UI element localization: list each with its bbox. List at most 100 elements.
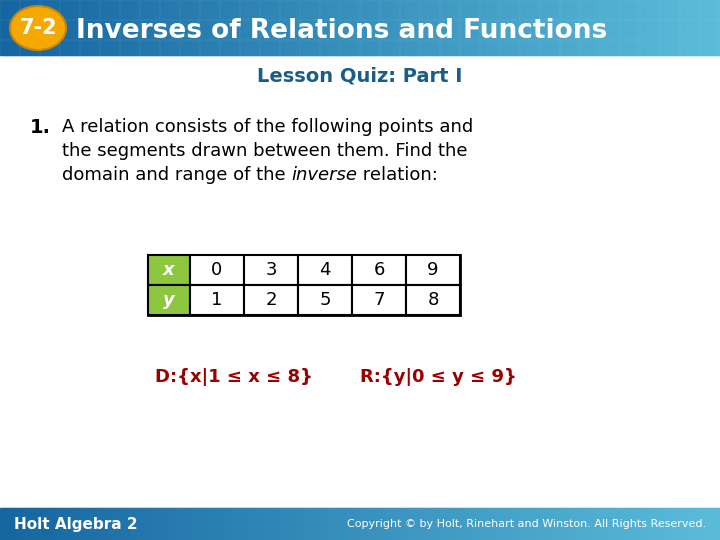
Bar <box>148 285 190 315</box>
Bar <box>293 0 296 55</box>
Bar <box>279 0 282 55</box>
Bar <box>451 508 454 540</box>
Text: 8: 8 <box>427 291 438 309</box>
Bar <box>220 0 239 19</box>
Bar <box>509 0 512 55</box>
Bar <box>619 0 623 55</box>
Bar <box>485 0 488 55</box>
Bar <box>358 508 361 540</box>
Bar <box>461 0 464 55</box>
Bar <box>648 0 652 55</box>
Bar <box>538 508 541 540</box>
Bar <box>331 0 335 55</box>
Bar <box>300 0 319 19</box>
Bar <box>444 0 447 55</box>
Bar <box>706 508 709 540</box>
Bar <box>396 0 400 55</box>
Bar <box>336 508 339 540</box>
Bar <box>189 0 193 55</box>
Bar <box>96 0 99 55</box>
Bar <box>614 508 618 540</box>
Bar <box>243 508 246 540</box>
Bar <box>135 508 138 540</box>
Text: Holt Algebra 2: Holt Algebra 2 <box>14 516 138 531</box>
Text: 7: 7 <box>373 291 384 309</box>
Bar <box>675 508 678 540</box>
Bar <box>178 0 181 55</box>
Bar <box>682 508 685 540</box>
Bar <box>192 508 195 540</box>
Bar <box>562 0 565 55</box>
Bar <box>245 508 248 540</box>
Bar <box>274 508 277 540</box>
Bar <box>290 508 294 540</box>
Bar <box>605 0 608 55</box>
Bar <box>430 0 433 55</box>
Bar <box>624 0 627 55</box>
Bar <box>269 0 272 55</box>
Bar <box>612 508 616 540</box>
Bar <box>108 508 112 540</box>
Bar <box>542 508 546 540</box>
Bar <box>100 20 119 39</box>
Bar <box>209 0 212 55</box>
Bar <box>352 285 406 315</box>
Bar <box>9 0 13 55</box>
Bar <box>322 508 325 540</box>
Bar <box>400 20 419 39</box>
Bar <box>34 0 37 55</box>
Bar <box>640 0 659 19</box>
Bar <box>482 0 486 55</box>
Bar <box>540 20 559 39</box>
Bar <box>38 0 42 55</box>
Bar <box>432 0 436 55</box>
Bar <box>434 0 438 55</box>
Bar <box>384 508 387 540</box>
Bar <box>660 20 679 39</box>
Bar <box>504 508 508 540</box>
Bar <box>531 508 534 540</box>
Bar <box>295 508 299 540</box>
Bar <box>320 0 339 19</box>
Bar <box>99 508 102 540</box>
Bar <box>437 0 440 55</box>
Text: 1: 1 <box>211 291 222 309</box>
Bar <box>190 285 244 315</box>
Bar <box>552 508 555 540</box>
Bar <box>211 508 215 540</box>
Bar <box>27 0 30 55</box>
Bar <box>43 0 47 55</box>
Bar <box>660 0 663 55</box>
Bar <box>41 508 44 540</box>
Bar <box>202 0 205 55</box>
Bar <box>528 508 531 540</box>
Bar <box>45 508 49 540</box>
Bar <box>520 0 539 19</box>
Bar <box>40 0 59 19</box>
Bar <box>691 0 695 55</box>
Bar <box>578 508 582 540</box>
Bar <box>0 40 19 59</box>
Bar <box>598 508 601 540</box>
Bar <box>487 0 490 55</box>
Bar <box>260 40 279 59</box>
Bar <box>40 20 59 39</box>
Bar <box>137 0 140 55</box>
Bar <box>122 0 126 55</box>
Bar <box>405 508 409 540</box>
Bar <box>418 0 421 55</box>
Bar <box>585 508 589 540</box>
Bar <box>518 508 522 540</box>
Bar <box>171 508 174 540</box>
Bar <box>207 508 210 540</box>
Bar <box>247 0 251 55</box>
Bar <box>540 0 544 55</box>
Bar <box>557 508 560 540</box>
Bar <box>562 508 565 540</box>
Bar <box>523 508 526 540</box>
Bar <box>667 0 670 55</box>
Bar <box>655 0 659 55</box>
Bar <box>619 508 623 540</box>
Bar <box>440 40 459 59</box>
Bar <box>650 508 654 540</box>
